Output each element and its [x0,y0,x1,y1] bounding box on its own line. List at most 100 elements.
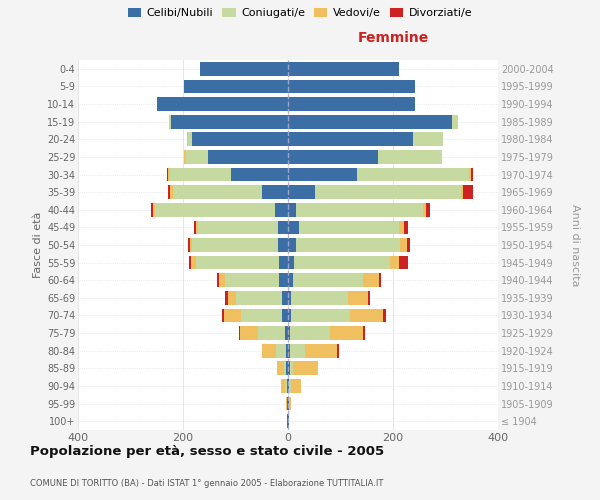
Bar [262,186,288,199]
Bar [153,203,155,216]
Bar [241,308,282,322]
Bar [235,291,282,304]
Bar [471,168,473,181]
Bar [316,186,461,199]
Bar [362,274,379,287]
Bar [413,132,443,146]
Bar [379,150,442,164]
Bar [262,344,277,358]
Bar [286,396,287,410]
Bar [288,326,290,340]
Bar [173,186,262,199]
Bar [285,326,288,340]
Bar [190,256,191,270]
Bar [167,168,168,181]
Bar [287,379,288,393]
Bar [350,308,383,322]
Bar [239,326,240,340]
Bar [461,186,463,199]
Bar [157,97,288,111]
Bar [232,168,288,181]
Bar [362,326,365,340]
Bar [188,132,193,146]
Bar [290,344,305,358]
Bar [225,274,278,287]
Bar [193,238,277,252]
Bar [293,362,319,375]
Bar [348,291,368,304]
Bar [278,274,288,287]
Bar [275,203,288,216]
Bar [186,150,208,164]
Bar [277,362,284,375]
Bar [337,344,340,358]
Bar [196,220,198,234]
Bar [288,132,413,146]
Bar [288,203,296,216]
Bar [193,132,288,146]
Bar [196,256,278,270]
Bar [400,220,404,234]
Bar [379,274,382,287]
Bar [184,150,186,164]
Y-axis label: Anni di nascita: Anni di nascita [571,204,580,286]
Bar [169,115,172,128]
Bar [288,274,293,287]
Bar [155,203,275,216]
Bar [190,238,193,252]
Bar [200,62,288,76]
Bar [452,115,458,128]
Bar [469,168,471,181]
Bar [425,203,430,216]
Bar [288,308,291,322]
Bar [225,291,228,304]
Bar [284,362,286,375]
Bar [288,379,289,393]
Bar [282,308,288,322]
Bar [288,168,358,181]
Bar [424,203,425,216]
Bar [383,308,386,322]
Bar [151,203,153,216]
Bar [191,256,196,270]
Bar [282,291,288,304]
Bar [289,396,290,410]
Bar [290,326,330,340]
Bar [305,344,337,358]
Bar [463,186,473,199]
Bar [228,291,235,304]
Bar [286,379,287,393]
Bar [291,379,301,393]
Bar [288,62,400,76]
Bar [281,379,286,393]
Bar [277,220,288,234]
Bar [296,238,400,252]
Bar [291,308,350,322]
Legend: Celibi/Nubili, Coniugati/e, Vedovi/e, Divorziati/e: Celibi/Nubili, Coniugati/e, Vedovi/e, Di… [125,6,475,20]
Bar [288,220,299,234]
Bar [198,220,277,234]
Y-axis label: Fasce di età: Fasce di età [32,212,43,278]
Bar [288,80,415,94]
Bar [288,186,316,199]
Bar [295,256,390,270]
Bar [168,186,170,199]
Bar [288,150,379,164]
Bar [291,291,348,304]
Bar [277,238,288,252]
Bar [188,238,190,252]
Bar [288,256,295,270]
Bar [407,238,410,252]
Bar [218,274,225,287]
Bar [170,186,173,199]
Bar [193,220,196,234]
Bar [288,97,415,111]
Bar [400,238,407,252]
Bar [290,362,293,375]
Bar [184,80,288,94]
Bar [208,150,288,164]
Bar [222,308,224,322]
Bar [288,291,291,304]
Bar [288,362,290,375]
Bar [187,132,188,146]
